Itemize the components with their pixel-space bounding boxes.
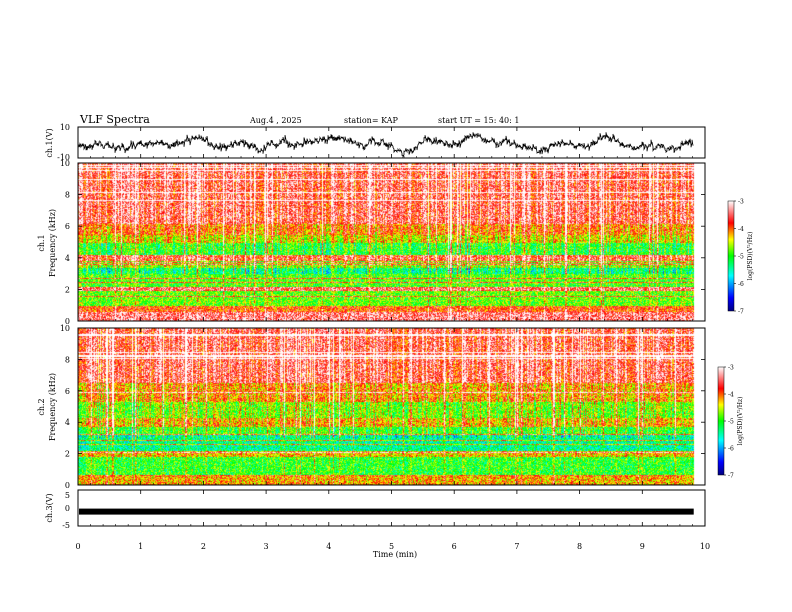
y-tick-label: 10 <box>60 324 70 333</box>
x-tick-label: 3 <box>264 542 269 551</box>
x-tick-label: 5 <box>389 542 394 551</box>
ch1-spectrogram-yticks: 0 2 4 6 8 10 <box>60 159 705 326</box>
ch1-waveform-series <box>78 132 694 159</box>
colorbar-tick-label: -4 <box>728 392 734 399</box>
ch2-spectrogram-ylabel: Frequency (kHz) <box>48 373 57 441</box>
colorbar-tick-label: -4 <box>738 226 744 233</box>
y-tick-label: 2 <box>65 285 70 294</box>
x-tick-label: 2 <box>201 542 206 551</box>
ch2-spectrogram-image <box>78 328 705 485</box>
ch2-colorbar-label: log(PSD)(V²/Hz) <box>737 397 744 446</box>
ch2-colorbar <box>717 366 725 476</box>
y-tick-label: 4 <box>65 254 70 263</box>
y-tick-label: 0 <box>65 481 70 490</box>
ch3-waveform-series <box>79 508 694 515</box>
ch1-ytick-bottom: -10 <box>57 153 70 162</box>
ch1-ylabel: ch.1(V) <box>45 128 54 157</box>
y-tick-label: 6 <box>65 222 70 231</box>
x-axis-tick-labels: 0 1 2 3 4 5 6 7 8 9 10 <box>75 542 710 551</box>
y-tick-label: 8 <box>65 355 70 364</box>
ch3-ylabel: ch.3(V) <box>45 493 54 522</box>
colorbar-tick-label: -3 <box>738 199 744 206</box>
x-axis-label: Time (min) <box>373 550 417 559</box>
ch1-colorbar-ticks: -3 -4 -5 -6 -7 <box>734 199 744 316</box>
ch2-colorbar-ticks: -3 -4 -5 -6 -7 <box>724 365 734 480</box>
ch1-colorbar <box>727 200 735 312</box>
x-tick-label: 7 <box>514 542 519 551</box>
x-axis-ticks <box>77 127 706 526</box>
colorbar-tick-label: -5 <box>738 254 744 261</box>
x-tick-label: 0 <box>75 542 80 551</box>
header-date: Aug.4 , 2025 <box>249 116 302 125</box>
ch1-ytick-top: 10 <box>60 123 70 132</box>
x-tick-label: 6 <box>452 542 457 551</box>
chart-title: VLF Spectra <box>79 113 150 126</box>
ch1-spectrogram-ylabel-top: ch.1 <box>37 234 46 251</box>
y-tick-label: 8 <box>65 191 70 200</box>
colorbar-tick-label: -7 <box>738 309 744 316</box>
colorbar-tick-label: -6 <box>738 281 744 288</box>
y-tick-label: 2 <box>65 450 70 459</box>
y-tick-label: 10 <box>60 159 70 168</box>
colorbar-tick-label: -7 <box>728 473 734 480</box>
ch1-colorbar-label: log(PSD)(V²/Hz) <box>747 232 754 281</box>
panel-ch3-waveform: 5 0 -5 ch.3(V) <box>45 489 706 530</box>
colorbar-tick-label: -6 <box>728 446 734 453</box>
x-tick-label: 8 <box>577 542 582 551</box>
header-start-time: start UT = 15: 40: 1 <box>438 116 519 125</box>
ch3-ytick-mid: 0 <box>65 504 70 513</box>
x-tick-label: 10 <box>700 542 710 551</box>
ch2-spectrogram-yticks: 0 2 4 6 8 10 <box>60 324 705 490</box>
y-tick-label: 6 <box>65 387 70 396</box>
header-station: station= KAP <box>344 116 399 125</box>
ch1-spectrogram-image <box>78 163 705 321</box>
colorbar-tick-label: -5 <box>728 419 734 426</box>
colorbar-tick-label: -3 <box>728 365 734 372</box>
panel-ch1-waveform: 10 -10 ch.1(V) <box>45 123 706 162</box>
ch3-ytick-bottom: -5 <box>62 521 70 530</box>
x-tick-label: 9 <box>640 542 645 551</box>
ch3-ytick-top: 5 <box>65 491 70 500</box>
y-tick-label: 0 <box>65 317 70 326</box>
x-tick-label: 4 <box>326 542 331 551</box>
y-tick-label: 4 <box>65 418 70 427</box>
x-tick-label: 1 <box>138 542 143 551</box>
ch1-spectrogram-ylabel: Frequency (kHz) <box>48 209 57 277</box>
ch2-spectrogram-ylabel-top: ch.2 <box>37 398 46 415</box>
